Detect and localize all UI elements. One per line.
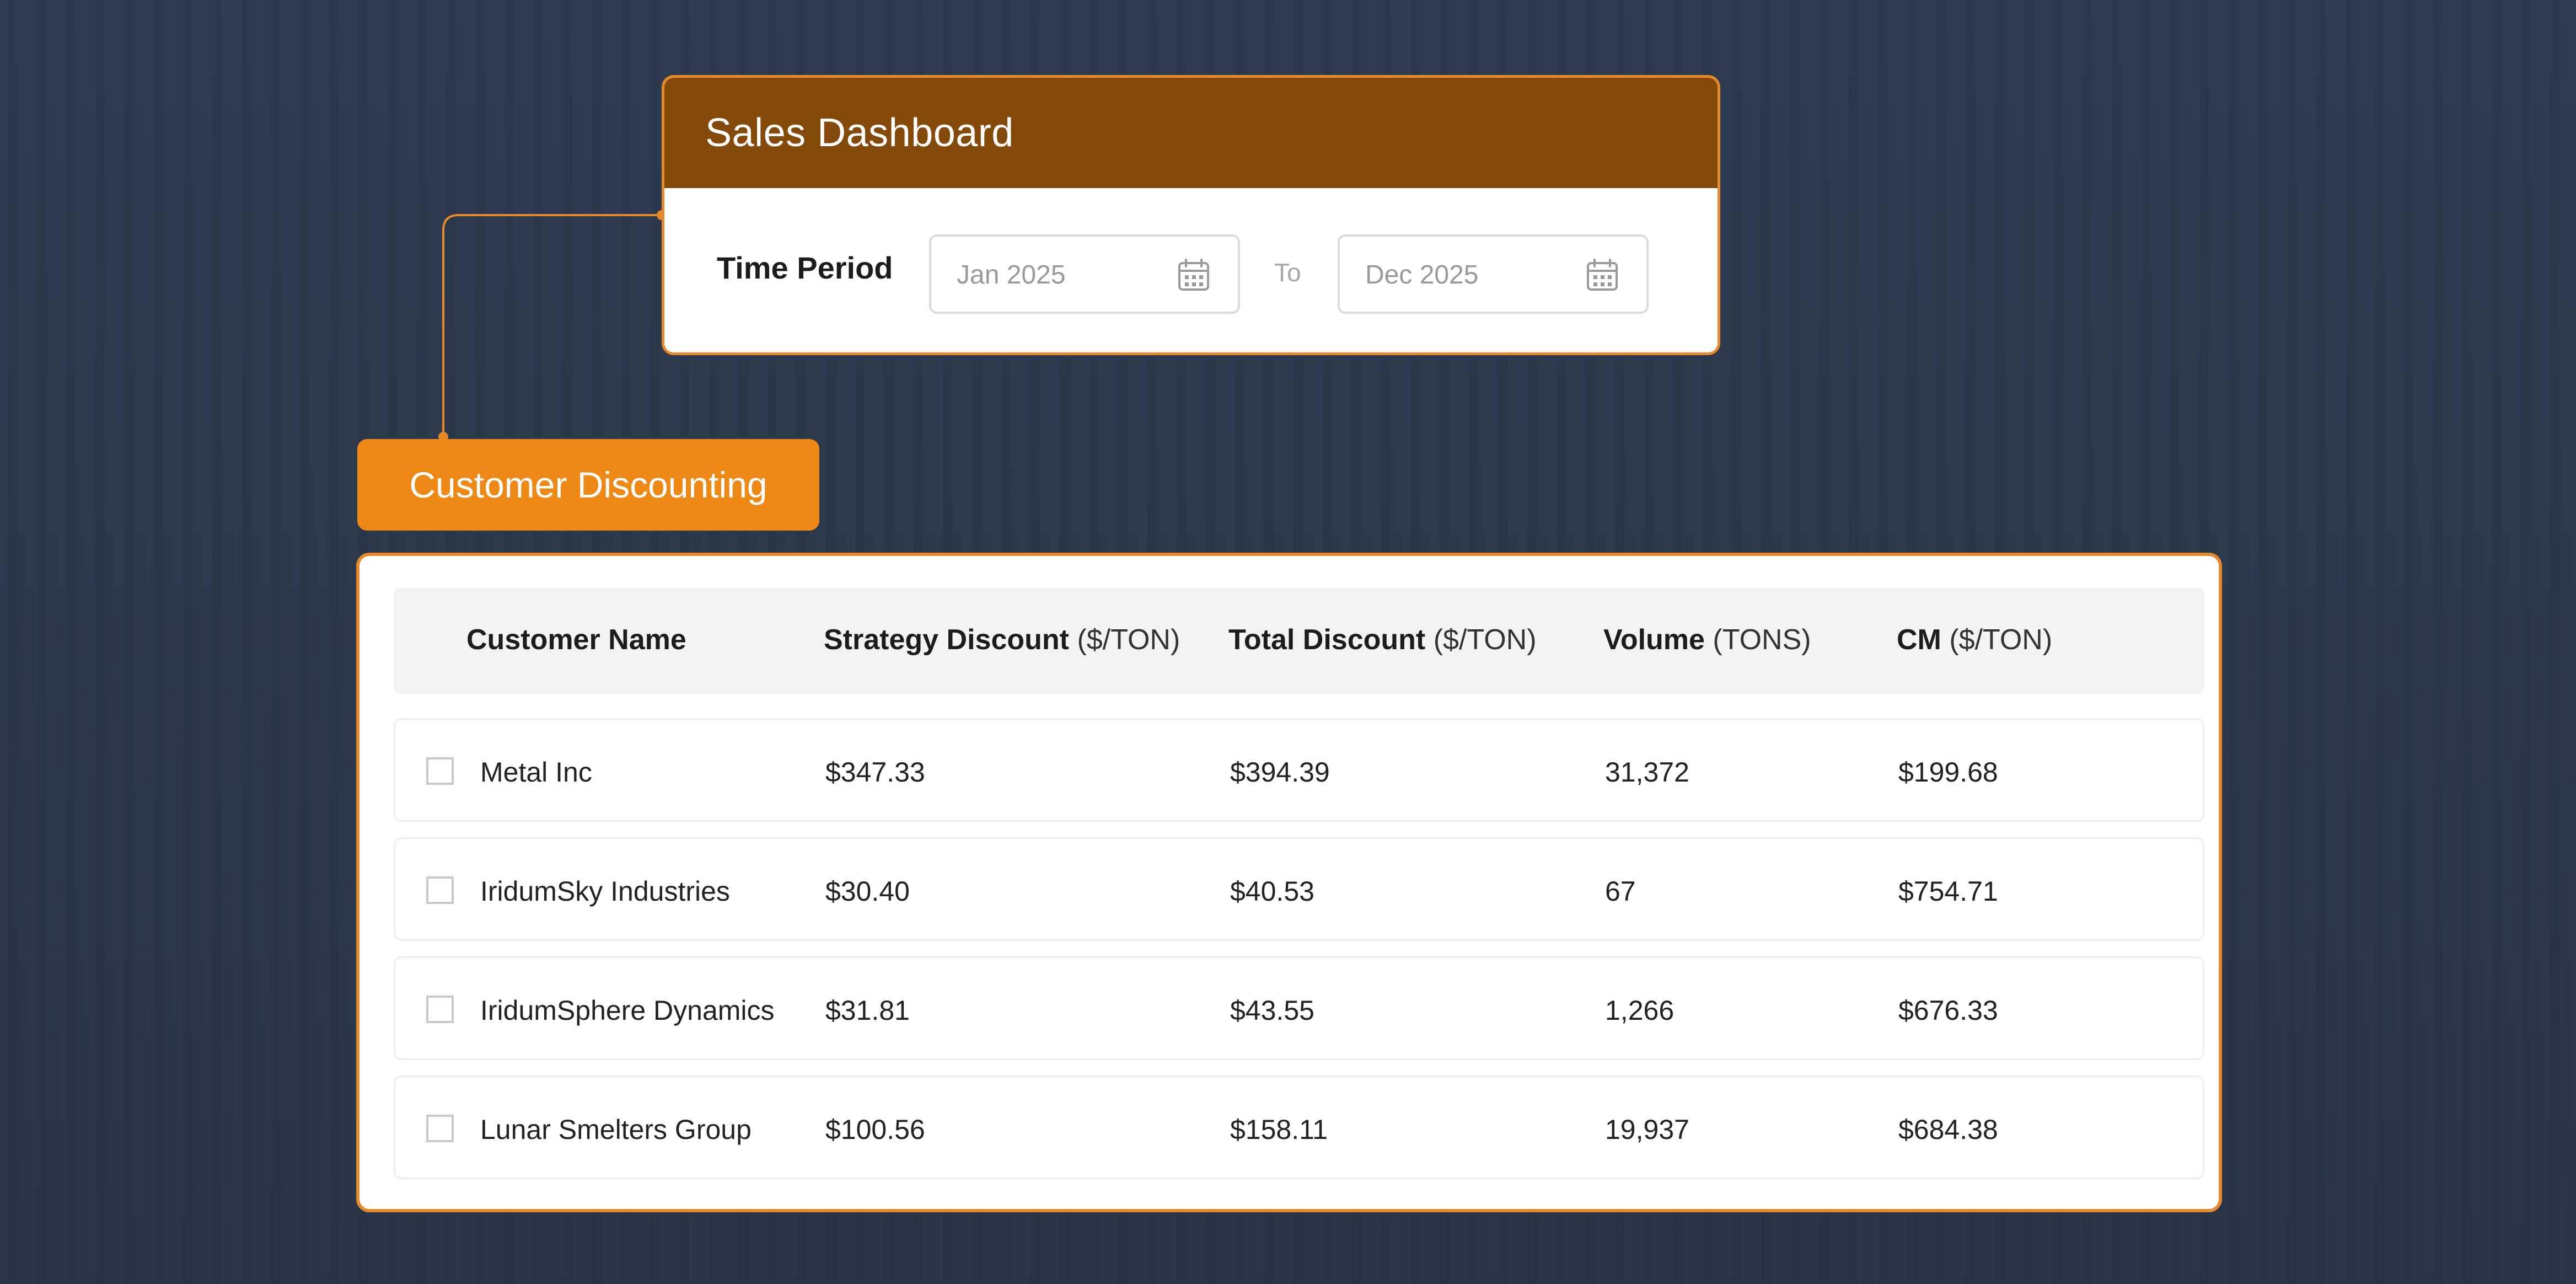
cell-total-discount: $394.39 [1230, 757, 1330, 788]
table-header: Customer Name Strategy Discount ($/TON) … [394, 588, 2204, 694]
cell-volume: 1,266 [1605, 995, 1675, 1026]
cell-cm: $754.71 [1898, 876, 1998, 907]
table-row[interactable]: Lunar Smelters Group $100.56 $158.11 19,… [394, 1076, 2204, 1179]
cell-customer-name: IridumSky Industries [480, 876, 730, 907]
cell-customer-name: Lunar Smelters Group [480, 1114, 752, 1145]
table-row[interactable]: Metal Inc $347.33 $394.39 31,372 $199.68 [394, 718, 2204, 822]
table-row[interactable]: IridumSphere Dynamics $31.81 $43.55 1,26… [394, 956, 2204, 1060]
column-header-volume: Volume (TONS) [1603, 624, 1811, 656]
customer-discounting-tag: Customer Discounting [357, 439, 819, 531]
column-header-strategy-discount: Strategy Discount ($/TON) [824, 624, 1180, 656]
column-header-cm: CM ($/TON) [1897, 624, 2053, 656]
row-checkbox[interactable] [426, 1115, 454, 1142]
cell-volume: 31,372 [1605, 757, 1689, 788]
customer-discounting-table: Customer Name Strategy Discount ($/TON) … [356, 553, 2222, 1212]
row-checkbox[interactable] [426, 757, 454, 785]
table-row[interactable]: IridumSky Industries $30.40 $40.53 67 $7… [394, 837, 2204, 941]
from-date-value: Jan 2025 [957, 260, 1066, 290]
cell-volume: 19,937 [1605, 1114, 1689, 1145]
from-date-picker[interactable]: Jan 2025 [929, 234, 1240, 314]
to-date-value: Dec 2025 [1365, 260, 1479, 290]
column-header-total-discount: Total Discount ($/TON) [1228, 624, 1537, 656]
cell-customer-name: IridumSphere Dynamics [480, 995, 775, 1026]
time-period-label: Time Period [717, 250, 893, 285]
cell-volume: 67 [1605, 876, 1636, 907]
calendar-icon[interactable] [1585, 258, 1620, 293]
time-period-row: Time Period Jan 2025 To Dec 2025 [664, 188, 1718, 352]
to-date-picker[interactable]: Dec 2025 [1338, 234, 1649, 314]
cell-total-discount: $43.55 [1230, 995, 1314, 1026]
sales-dashboard-title: Sales Dashboard [705, 111, 1014, 155]
cell-cm: $676.33 [1898, 995, 1998, 1026]
calendar-icon[interactable] [1176, 258, 1211, 293]
cell-total-discount: $158.11 [1230, 1114, 1328, 1145]
sales-dashboard-header: Sales Dashboard [664, 78, 1718, 188]
column-header-customer-name: Customer Name [466, 624, 686, 656]
to-label: To [1274, 258, 1301, 287]
cell-total-discount: $40.53 [1230, 876, 1314, 907]
customer-discounting-title: Customer Discounting [409, 464, 768, 505]
row-checkbox[interactable] [426, 996, 454, 1023]
cell-strategy-discount: $30.40 [825, 876, 910, 907]
cell-strategy-discount: $31.81 [825, 995, 910, 1026]
cell-cm: $684.38 [1898, 1114, 1998, 1145]
cell-cm: $199.68 [1898, 757, 1998, 788]
cell-strategy-discount: $347.33 [825, 757, 925, 788]
cell-strategy-discount: $100.56 [825, 1114, 925, 1145]
row-checkbox[interactable] [426, 876, 454, 904]
sales-dashboard-card: Sales Dashboard Time Period Jan 2025 To … [662, 75, 1720, 355]
cell-customer-name: Metal Inc [480, 757, 592, 788]
